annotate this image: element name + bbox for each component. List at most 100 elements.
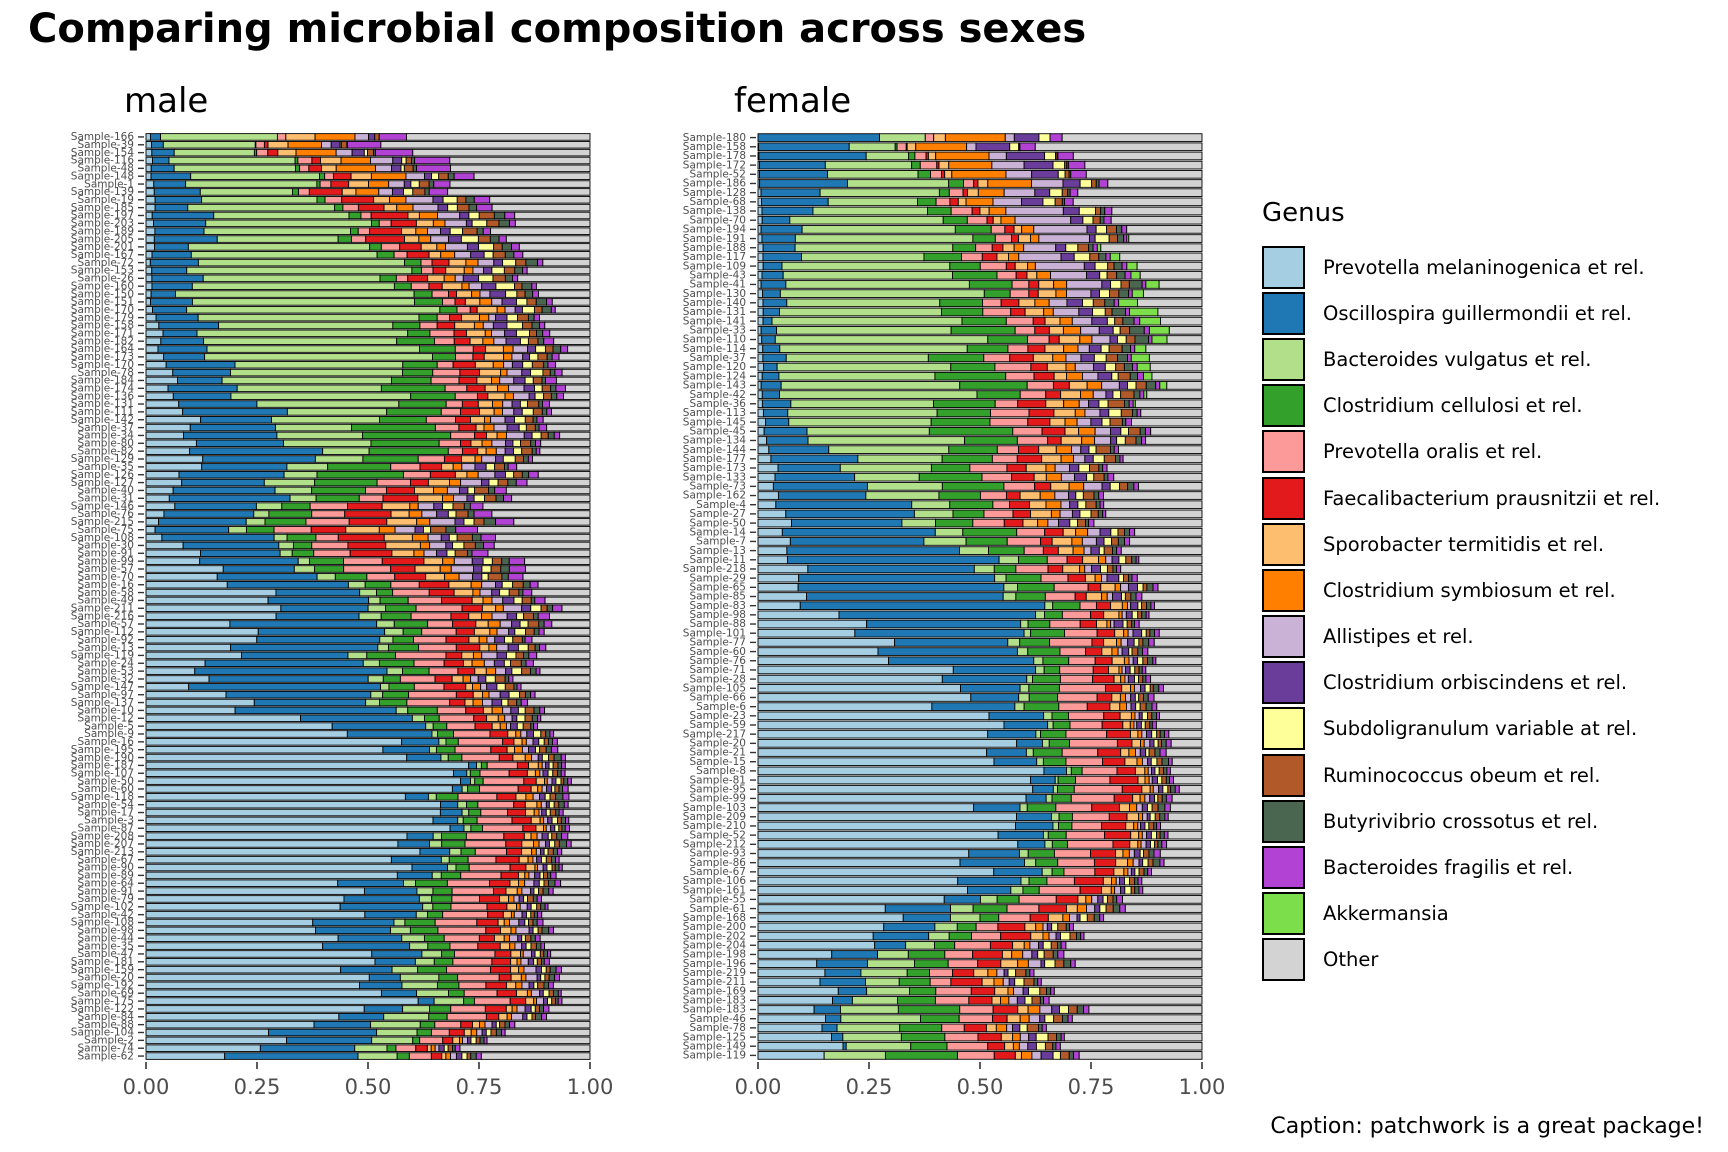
bar-segment bbox=[515, 981, 523, 990]
bar-segment bbox=[491, 722, 501, 730]
bar-segment bbox=[513, 596, 523, 605]
bar-segment bbox=[162, 329, 198, 338]
bar-segment bbox=[1054, 463, 1070, 473]
bar-segment bbox=[1125, 335, 1136, 344]
bar-segment bbox=[482, 706, 493, 715]
y-tick-label: Sample-85 bbox=[689, 591, 746, 603]
bar-segment bbox=[474, 541, 484, 550]
bar-segment bbox=[490, 1028, 497, 1037]
bar-segment bbox=[417, 997, 435, 1005]
bar-segment bbox=[397, 840, 430, 848]
bar-segment bbox=[470, 251, 485, 259]
bar-segment bbox=[927, 206, 952, 216]
bar-segment bbox=[454, 298, 466, 306]
bar-segment bbox=[476, 761, 482, 770]
bar-segment bbox=[491, 203, 591, 212]
bar-segment bbox=[152, 306, 188, 314]
bar-segment bbox=[433, 502, 444, 510]
bar-segment bbox=[521, 981, 530, 990]
bar-segment bbox=[234, 706, 397, 715]
bar-segment bbox=[532, 926, 539, 935]
bar-segment bbox=[1094, 426, 1111, 436]
bar-segment bbox=[434, 423, 460, 432]
bar-segment bbox=[1048, 931, 1057, 941]
bar-segment bbox=[540, 604, 548, 613]
bar-segment bbox=[508, 690, 521, 699]
bar-segment bbox=[1075, 527, 1089, 537]
bar-segment bbox=[428, 1013, 448, 1021]
bar-segment bbox=[1033, 225, 1088, 234]
bar-segment bbox=[555, 361, 591, 369]
bar-segment bbox=[521, 848, 533, 856]
bar-segment bbox=[966, 142, 977, 152]
bar-segment bbox=[1101, 381, 1120, 390]
bar-segment bbox=[524, 1005, 532, 1013]
bar-segment bbox=[760, 280, 787, 289]
bar-segment bbox=[1057, 858, 1095, 867]
bar-segment bbox=[1033, 371, 1055, 381]
bar-segment bbox=[453, 730, 491, 738]
bar-segment bbox=[1096, 693, 1113, 702]
bar-segment bbox=[935, 151, 990, 161]
bar-segment bbox=[191, 282, 395, 290]
bar-segment bbox=[189, 423, 276, 432]
bar-segment bbox=[475, 1036, 481, 1045]
legend-swatch bbox=[1262, 753, 1305, 797]
bar-segment bbox=[150, 298, 193, 306]
bar-segment bbox=[1148, 849, 1155, 858]
bar-segment bbox=[1107, 472, 1115, 482]
bar-segment bbox=[1052, 353, 1067, 363]
bar-segment bbox=[1113, 261, 1123, 271]
bar-segment bbox=[358, 494, 384, 503]
bar-segment bbox=[929, 977, 952, 987]
bar-segment bbox=[954, 940, 991, 950]
bar-segment bbox=[956, 922, 977, 932]
bar-segment bbox=[1161, 775, 1167, 785]
bar-segment bbox=[553, 753, 562, 762]
bar-segment bbox=[1128, 656, 1134, 666]
bar-segment bbox=[1163, 858, 1203, 867]
bar-segment bbox=[463, 541, 476, 550]
bar-segment bbox=[866, 986, 911, 996]
bar-segment bbox=[532, 738, 540, 746]
bar-segment bbox=[1068, 711, 1105, 721]
bar-segment bbox=[897, 1005, 961, 1014]
bar-segment bbox=[454, 745, 492, 754]
bar-segment bbox=[985, 1023, 997, 1033]
bar-segment bbox=[1003, 188, 1036, 197]
bar-segment bbox=[365, 698, 380, 707]
bar-segment bbox=[905, 940, 935, 950]
bar-segment bbox=[448, 855, 469, 864]
bar-segment bbox=[145, 455, 204, 463]
bar-segment bbox=[1161, 757, 1169, 767]
bar-segment bbox=[1159, 830, 1165, 840]
bar-segment bbox=[1003, 720, 1049, 730]
bar-segment bbox=[504, 1020, 510, 1029]
y-tick-label: Sample-122 bbox=[71, 1003, 134, 1015]
bar-segment bbox=[197, 258, 406, 267]
bar-segment bbox=[526, 1013, 533, 1021]
bar-segment bbox=[145, 361, 167, 369]
bar-segment bbox=[996, 270, 1017, 280]
bar-segment bbox=[537, 753, 543, 762]
bar-segment bbox=[991, 454, 1018, 464]
bar-segment bbox=[202, 274, 381, 283]
y-tick-label: Sample-209 bbox=[683, 811, 746, 823]
bar-segment bbox=[330, 180, 350, 188]
bar-segment bbox=[758, 142, 850, 152]
bar-segment bbox=[1015, 821, 1054, 831]
bar-segment bbox=[1068, 922, 1074, 932]
bar-segment bbox=[455, 525, 479, 534]
bar-segment bbox=[1114, 316, 1124, 326]
bar-segment bbox=[145, 871, 398, 880]
bar-segment bbox=[1117, 234, 1125, 243]
bar-segment bbox=[1157, 307, 1203, 317]
y-tick-label: Sample-89 bbox=[77, 870, 134, 882]
bar-segment bbox=[762, 243, 796, 253]
bar-segment bbox=[470, 580, 483, 589]
bar-segment bbox=[505, 337, 521, 345]
bar-segment bbox=[145, 753, 408, 762]
bar-segment bbox=[465, 219, 473, 228]
bar-segment bbox=[383, 533, 413, 542]
bar-segment bbox=[440, 408, 461, 416]
